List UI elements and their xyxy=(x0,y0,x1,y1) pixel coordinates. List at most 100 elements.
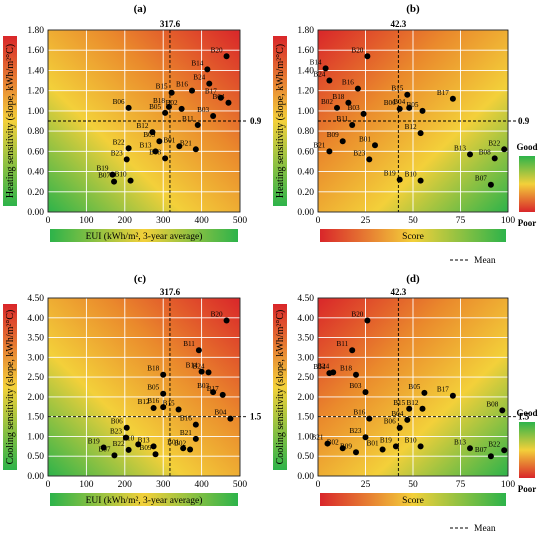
data-point-label: B24 xyxy=(317,362,329,370)
data-point xyxy=(353,371,359,378)
data-point xyxy=(156,138,163,145)
data-point xyxy=(339,445,346,452)
data-point xyxy=(362,434,369,441)
x-axis-gradient-bar xyxy=(320,493,506,506)
data-point xyxy=(160,404,167,411)
data-point-label: B16 xyxy=(342,79,354,87)
data-point-label: B14 xyxy=(191,59,203,67)
data-point xyxy=(187,446,194,453)
x-tick-label: 100 xyxy=(79,216,94,226)
data-point-label: B02 xyxy=(166,99,178,107)
data-point-label: B07 xyxy=(475,175,487,183)
data-point-label: B02 xyxy=(321,98,333,106)
data-point xyxy=(322,65,329,72)
y-tick-label: 3.00 xyxy=(27,353,44,363)
data-point-label: B17 xyxy=(437,89,449,97)
data-point-label: B20 xyxy=(211,46,223,54)
mean-x-label: 317.6 xyxy=(160,287,181,297)
data-point xyxy=(123,156,130,163)
y-tick-label: 1.40 xyxy=(297,66,314,76)
x-tick-label: 25 xyxy=(361,216,371,226)
x-tick-label: 500 xyxy=(233,480,248,490)
data-point xyxy=(206,80,213,87)
data-point-label: B23 xyxy=(111,149,123,157)
x-axis-label: Score xyxy=(402,232,424,242)
y-axis-label: Cooling sensitivity (slope, kWh/m²°C) xyxy=(5,310,16,465)
data-point xyxy=(396,105,403,112)
data-point xyxy=(194,122,201,129)
data-point-label: B13 xyxy=(454,438,466,446)
data-point-label: B20 xyxy=(351,46,363,54)
mean-legend-label: Mean xyxy=(474,256,496,266)
y-tick-label: 4.50 xyxy=(27,294,44,304)
y-tick-label: 0.80 xyxy=(27,127,44,137)
data-point xyxy=(205,369,212,376)
data-point xyxy=(417,443,424,450)
data-point xyxy=(501,447,508,454)
y-tick-label: 0.40 xyxy=(27,168,44,178)
y-tick-label: 3.00 xyxy=(297,353,314,363)
y-tick-label: 1.00 xyxy=(27,432,44,442)
data-point-label: B13 xyxy=(454,144,466,152)
y-tick-label: 3.50 xyxy=(27,334,44,344)
data-point-label: B24 xyxy=(193,74,205,82)
mean-y-label: 1.5 xyxy=(250,412,262,422)
data-point xyxy=(349,347,356,354)
legend-good-label: Good xyxy=(516,408,537,418)
data-point xyxy=(162,155,169,162)
legend-good-poor-bottom: Good Poor xyxy=(516,408,537,494)
x-tick-label: 25 xyxy=(361,480,371,490)
data-point xyxy=(160,371,167,378)
x-tick-label: 100 xyxy=(501,480,516,490)
data-point-label: B19 xyxy=(380,436,392,444)
x-axis-label: Score xyxy=(402,496,424,506)
data-point xyxy=(189,87,195,94)
data-point-label: B14 xyxy=(313,363,325,371)
data-point xyxy=(326,148,333,155)
x-tick-label: 0 xyxy=(46,216,51,226)
data-point xyxy=(364,53,371,60)
x-tick-label: 100 xyxy=(501,216,516,226)
mean-y-label: 1.5 xyxy=(518,412,530,422)
mean-y-label: 0.9 xyxy=(250,116,262,126)
x-tick-label: 75 xyxy=(456,480,466,490)
data-point-label: B08 xyxy=(479,148,491,156)
mean-y-label: 0.9 xyxy=(518,116,530,126)
data-point xyxy=(219,391,226,398)
y-tick-label: 0.60 xyxy=(297,147,314,157)
data-point-label: B07 xyxy=(475,446,487,454)
data-point-label: B12 xyxy=(407,399,419,407)
data-point xyxy=(324,440,331,447)
data-point-label: B12 xyxy=(138,398,150,406)
y-tick-label: 1.00 xyxy=(27,107,44,117)
data-point xyxy=(326,370,333,377)
data-point-label: B22 xyxy=(113,440,125,448)
data-point xyxy=(467,151,473,158)
data-point-label: B17 xyxy=(205,88,217,96)
x-tick-label: 200 xyxy=(118,216,133,226)
data-point xyxy=(406,104,413,111)
data-point-label: B01 xyxy=(359,135,371,143)
data-point xyxy=(176,143,183,150)
data-point-label: B21 xyxy=(180,429,192,437)
panel-a-heating-vs-eui: (a) 0 100 200 300 400 500 0.00 0.20 0.40 0.60 0.80 1… xyxy=(3,3,262,242)
data-point xyxy=(178,105,185,112)
data-point xyxy=(125,145,132,152)
data-point-label: B16 xyxy=(176,81,188,89)
data-point xyxy=(366,415,373,422)
legend-gradient-bar xyxy=(519,156,535,212)
data-point-label: B07 xyxy=(98,172,110,180)
data-point xyxy=(349,122,356,129)
data-point xyxy=(360,110,367,117)
data-point-label: B09 xyxy=(140,444,152,452)
y-tick-label: 1.00 xyxy=(297,107,314,117)
data-point xyxy=(223,317,230,324)
data-point xyxy=(406,405,413,412)
data-point-label: B24 xyxy=(313,71,325,79)
y-tick-label: 1.00 xyxy=(297,432,314,442)
data-point-label: B04 xyxy=(212,93,224,101)
panel-tag: (a) xyxy=(134,3,147,15)
x-tick-label: 400 xyxy=(194,480,209,490)
data-point-label: B23 xyxy=(350,427,362,435)
